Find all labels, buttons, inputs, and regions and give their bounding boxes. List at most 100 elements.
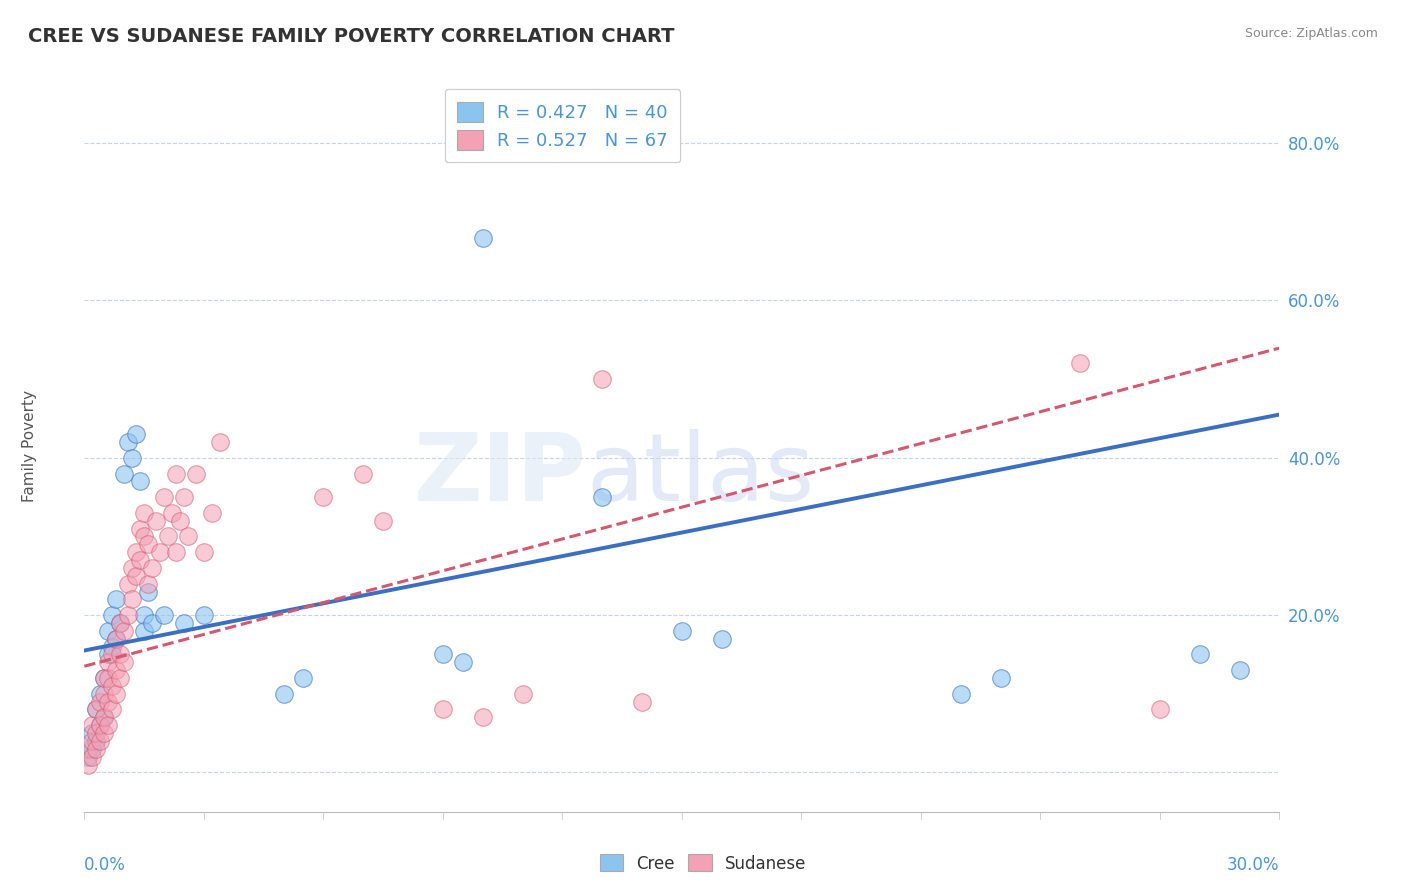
Point bbox=[89, 734, 111, 748]
Legend: Cree, Sudanese: Cree, Sudanese bbox=[593, 847, 813, 880]
Point bbox=[121, 561, 143, 575]
Point bbox=[136, 537, 159, 551]
Point bbox=[101, 608, 124, 623]
Point bbox=[591, 490, 613, 504]
Point bbox=[193, 545, 215, 559]
Point bbox=[132, 608, 156, 623]
Point bbox=[121, 592, 143, 607]
Point bbox=[352, 467, 374, 481]
Point bbox=[177, 529, 200, 543]
Point bbox=[82, 718, 104, 732]
Point bbox=[145, 514, 167, 528]
Point bbox=[89, 718, 111, 732]
Point bbox=[153, 608, 176, 623]
Point bbox=[165, 467, 187, 481]
Point bbox=[292, 671, 315, 685]
Point bbox=[631, 695, 654, 709]
Point bbox=[93, 726, 115, 740]
Point bbox=[105, 592, 128, 607]
Point bbox=[129, 475, 152, 489]
Point bbox=[125, 427, 148, 442]
Point bbox=[93, 710, 115, 724]
Point bbox=[97, 655, 120, 669]
Point bbox=[591, 372, 613, 386]
Point bbox=[82, 749, 104, 764]
Point bbox=[93, 687, 115, 701]
Point bbox=[97, 718, 120, 732]
Point bbox=[110, 671, 132, 685]
Point bbox=[1149, 702, 1171, 716]
Point bbox=[93, 710, 115, 724]
Point bbox=[132, 624, 156, 638]
Point bbox=[373, 514, 395, 528]
Point bbox=[273, 687, 295, 701]
Point bbox=[512, 687, 534, 701]
Point bbox=[160, 506, 183, 520]
Point bbox=[82, 734, 104, 748]
Point bbox=[1229, 663, 1251, 677]
Point bbox=[193, 608, 215, 623]
Point bbox=[165, 545, 187, 559]
Point bbox=[89, 687, 111, 701]
Text: 0.0%: 0.0% bbox=[84, 855, 127, 873]
Point bbox=[132, 529, 156, 543]
Point bbox=[101, 648, 124, 662]
Point bbox=[451, 655, 474, 669]
Point bbox=[82, 741, 104, 756]
Point bbox=[97, 648, 120, 662]
Point bbox=[136, 584, 159, 599]
Point bbox=[86, 741, 108, 756]
Text: 30.0%: 30.0% bbox=[1227, 855, 1279, 873]
Point bbox=[1069, 356, 1091, 370]
Point bbox=[86, 726, 108, 740]
Point bbox=[949, 687, 972, 701]
Point bbox=[117, 435, 139, 450]
Point bbox=[117, 608, 139, 623]
Point bbox=[153, 490, 176, 504]
Point bbox=[97, 624, 120, 638]
Point bbox=[184, 467, 207, 481]
Point bbox=[312, 490, 335, 504]
Point bbox=[86, 734, 108, 748]
Point bbox=[77, 749, 100, 764]
Point bbox=[110, 615, 132, 630]
Point bbox=[990, 671, 1012, 685]
Point bbox=[173, 490, 195, 504]
Point bbox=[112, 467, 135, 481]
Point bbox=[105, 632, 128, 646]
Point bbox=[129, 553, 152, 567]
Point bbox=[112, 624, 135, 638]
Text: Source: ZipAtlas.com: Source: ZipAtlas.com bbox=[1244, 27, 1378, 40]
Point bbox=[132, 506, 156, 520]
Text: Family Poverty: Family Poverty bbox=[21, 390, 37, 502]
Point bbox=[101, 702, 124, 716]
Point bbox=[432, 648, 454, 662]
Point bbox=[105, 632, 128, 646]
Point bbox=[432, 702, 454, 716]
Point bbox=[201, 506, 224, 520]
Point bbox=[97, 671, 120, 685]
Point bbox=[101, 640, 124, 654]
Point bbox=[89, 695, 111, 709]
Point bbox=[110, 615, 132, 630]
Point bbox=[471, 230, 494, 244]
Point bbox=[141, 615, 163, 630]
Point bbox=[93, 671, 115, 685]
Text: CREE VS SUDANESE FAMILY POVERTY CORRELATION CHART: CREE VS SUDANESE FAMILY POVERTY CORRELAT… bbox=[28, 27, 675, 45]
Point bbox=[1188, 648, 1211, 662]
Point bbox=[710, 632, 733, 646]
Point bbox=[157, 529, 180, 543]
Point bbox=[149, 545, 172, 559]
Point bbox=[117, 576, 139, 591]
Point bbox=[671, 624, 693, 638]
Point bbox=[141, 561, 163, 575]
Point bbox=[208, 435, 231, 450]
Point bbox=[97, 695, 120, 709]
Point bbox=[110, 648, 132, 662]
Point bbox=[77, 757, 100, 772]
Point bbox=[89, 718, 111, 732]
Text: ZIP: ZIP bbox=[413, 429, 586, 521]
Point bbox=[121, 450, 143, 465]
Point bbox=[86, 702, 108, 716]
Point bbox=[173, 615, 195, 630]
